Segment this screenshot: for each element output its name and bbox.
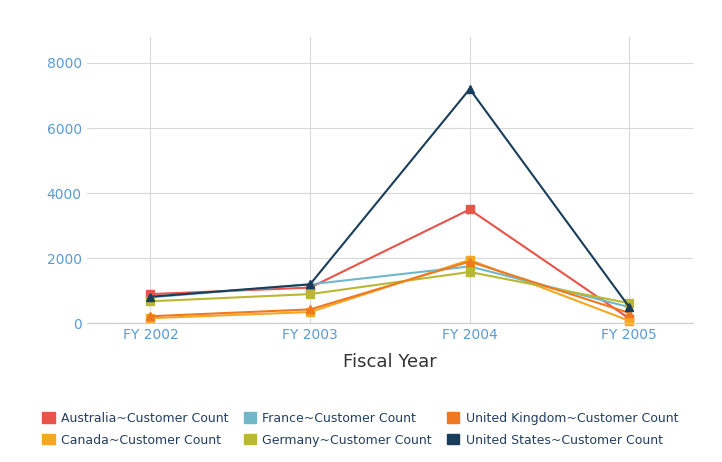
United States~Customer Count (466, 86, 474, 92)
Australia~Customer Count (305, 285, 314, 291)
United Kingdom~Customer Count (305, 307, 314, 312)
France~Customer Count (305, 281, 314, 287)
Line: Australia~Customer Count: Australia~Customer Count (147, 205, 633, 322)
Germany~Customer Count (625, 300, 634, 306)
United States~Customer Count (625, 304, 634, 310)
France~Customer Count (146, 295, 155, 300)
Australia~Customer Count (146, 292, 155, 297)
United States~Customer Count (146, 294, 155, 299)
France~Customer Count (625, 304, 634, 310)
Canada~Customer Count (146, 316, 155, 321)
United Kingdom~Customer Count (466, 259, 474, 264)
Line: Germany~Customer Count: Germany~Customer Count (147, 268, 633, 307)
United Kingdom~Customer Count (625, 310, 634, 316)
Germany~Customer Count (146, 298, 155, 304)
Australia~Customer Count (625, 316, 634, 321)
Line: Canada~Customer Count: Canada~Customer Count (147, 256, 633, 325)
Line: United States~Customer Count: United States~Customer Count (147, 85, 633, 311)
France~Customer Count (466, 264, 474, 269)
Legend: Australia~Customer Count, Canada~Customer Count, France~Customer Count, Germany~: Australia~Customer Count, Canada~Custome… (43, 412, 678, 446)
Germany~Customer Count (305, 292, 314, 297)
Canada~Customer Count (466, 257, 474, 263)
United Kingdom~Customer Count (146, 313, 155, 319)
Line: France~Customer Count: France~Customer Count (147, 262, 633, 311)
Line: United Kingdom~Customer Count: United Kingdom~Customer Count (147, 257, 633, 321)
United States~Customer Count (305, 281, 314, 287)
Germany~Customer Count (466, 269, 474, 275)
Canada~Customer Count (305, 309, 314, 315)
Canada~Customer Count (625, 318, 634, 323)
X-axis label: Fiscal Year: Fiscal Year (343, 353, 437, 371)
Australia~Customer Count (466, 207, 474, 212)
